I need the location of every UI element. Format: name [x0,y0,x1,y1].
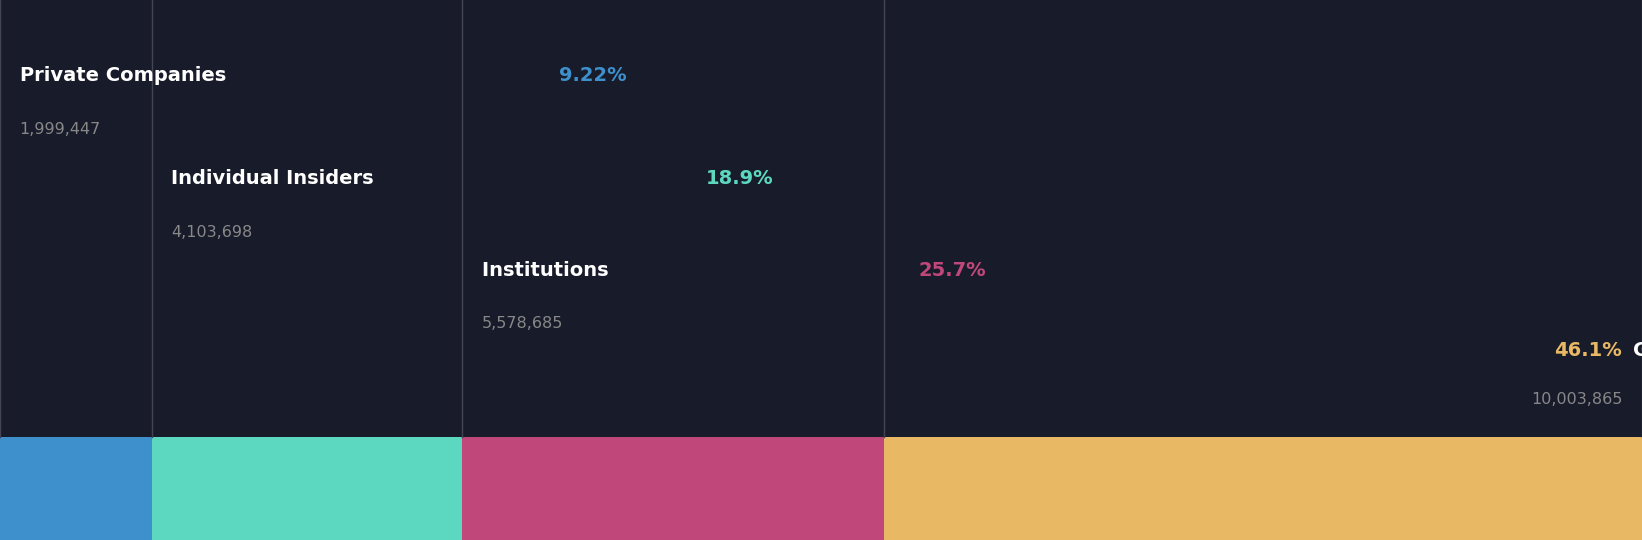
Text: Institutions: Institutions [481,260,616,280]
Bar [151,437,461,540]
Text: 4,103,698: 4,103,698 [171,225,253,240]
Text: 9.22%: 9.22% [560,66,627,85]
Text: 25.7%: 25.7% [920,260,987,280]
Text: 1,999,447: 1,999,447 [20,122,100,137]
Text: 46.1%: 46.1% [1555,341,1622,361]
Text: Private Companies: Private Companies [20,66,233,85]
Bar [0,437,151,540]
Text: 10,003,865: 10,003,865 [1530,392,1622,407]
Text: General Public: General Public [1634,341,1642,361]
Text: 5,578,685: 5,578,685 [481,316,563,332]
Text: 18.9%: 18.9% [706,168,773,188]
Text: Individual Insiders: Individual Insiders [171,168,381,188]
Bar [461,437,885,540]
Bar [885,437,1642,540]
